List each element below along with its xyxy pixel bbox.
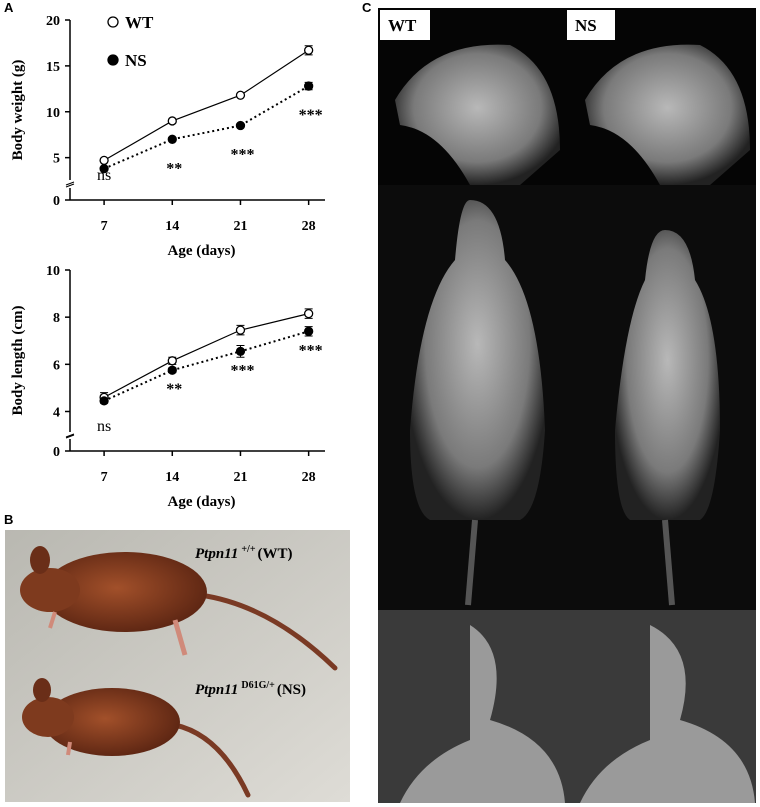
y-axis-label: Body weight (g) [10, 60, 26, 161]
gene: Ptpn11 [195, 546, 238, 562]
data-point [235, 120, 246, 131]
panel-label: B [4, 512, 13, 527]
y-tick-label: 15 [46, 60, 60, 75]
series-line [103, 49, 309, 161]
series-line [103, 330, 309, 402]
y-tick-label: 0 [53, 445, 60, 460]
significance: *** [299, 107, 323, 124]
significance: *** [299, 342, 323, 359]
legend-marker [107, 16, 119, 28]
data-point [235, 90, 246, 100]
xray-label: WT [388, 16, 417, 35]
allele: D61G/+ [241, 680, 275, 691]
legend-marker [107, 54, 119, 66]
group: (NS) [277, 682, 306, 698]
x-tick-label: 21 [233, 219, 247, 234]
y-tick-label: 6 [53, 358, 60, 373]
photo-label: Ptpn11 D61G/+ (NS) [195, 680, 306, 698]
y-tick-label: 8 [53, 311, 60, 326]
y-tick-label: 5 [53, 152, 60, 167]
axis-break [65, 183, 75, 188]
legend-label: WT [125, 13, 154, 32]
significance: *** [230, 362, 254, 379]
allele: +/+ [241, 544, 255, 555]
x-tick-label: 14 [165, 470, 179, 485]
series-line [103, 313, 309, 398]
panel-label: C [362, 0, 372, 15]
gene: Ptpn11 [195, 682, 238, 698]
x-tick-label: 14 [165, 219, 179, 234]
y-tick-label: 10 [46, 106, 60, 121]
x-axis-label: Age (days) [168, 243, 236, 259]
axis-break [65, 434, 75, 439]
data-point [303, 308, 314, 319]
data-point [303, 326, 314, 336]
data-point [303, 81, 314, 91]
panel-label: A [4, 0, 14, 15]
axis-break [65, 181, 75, 186]
y-tick-label: 10 [46, 264, 60, 279]
data-point [235, 325, 246, 335]
series-line [103, 85, 310, 170]
data-point [303, 45, 314, 55]
data-point [99, 164, 109, 174]
x-tick-label: 28 [302, 219, 316, 234]
significance: ns [97, 167, 111, 184]
data-point [99, 155, 109, 166]
xray-label: NS [575, 16, 597, 35]
x-tick-label: 7 [101, 219, 108, 234]
y-axis-label: Body length (cm) [10, 306, 26, 416]
legend-label: NS [125, 51, 147, 70]
data-point [167, 116, 177, 126]
y-tick-label: 0 [53, 194, 60, 209]
data-point [99, 396, 109, 406]
data-point [167, 356, 177, 366]
significance: ns [97, 418, 111, 435]
xray-images [378, 8, 756, 803]
mouse-photo [5, 530, 350, 802]
x-axis-label: Age (days) [168, 494, 236, 510]
significance: ** [166, 160, 182, 177]
y-tick-label: 4 [53, 405, 60, 420]
significance: *** [230, 147, 254, 164]
data-point [167, 365, 177, 375]
x-tick-label: 28 [302, 470, 316, 485]
y-tick-label: 20 [46, 14, 60, 29]
x-tick-label: 21 [233, 470, 247, 485]
group: (WT) [258, 546, 293, 562]
data-point [167, 134, 177, 144]
x-tick-label: 7 [101, 470, 108, 485]
photo-label: Ptpn11 +/+ (WT) [195, 544, 293, 562]
axis-break [65, 433, 75, 438]
data-point [235, 346, 246, 357]
significance: ** [166, 381, 182, 398]
